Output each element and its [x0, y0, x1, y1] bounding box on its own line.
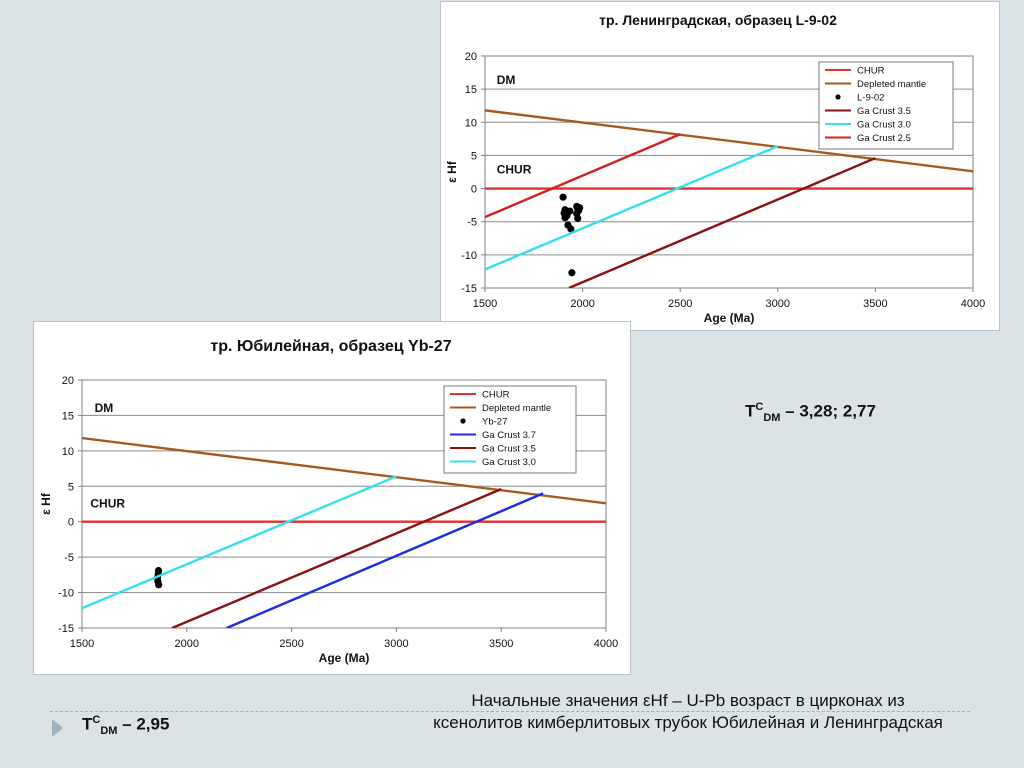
- caption-divider: [50, 711, 970, 712]
- series-line: [485, 133, 681, 219]
- y-tick-label: 15: [62, 410, 74, 422]
- legend-label: Ga Crust 3.5: [857, 106, 911, 117]
- x-tick-label: 2500: [279, 638, 303, 650]
- y-tick-label: 20: [465, 51, 477, 63]
- y-tick-label: 0: [68, 517, 74, 529]
- legend-label: Depleted mantle: [857, 79, 926, 90]
- y-tick-label: -5: [64, 552, 74, 564]
- chart-panel-yubileynaya: тр. Юбилейная, образец Yb-27 20 15 10 5 0 -5 -1…: [33, 321, 631, 675]
- tdm-prefix: T: [745, 401, 756, 421]
- series-line: [485, 109, 973, 173]
- chart-annotation: DM: [95, 401, 114, 415]
- y-tick-label: -10: [58, 588, 74, 600]
- chart-panel-leningradskaya: тр. Ленинградская, образец L-9-02 20 15 10 5…: [440, 1, 1000, 331]
- y-tick-label: 10: [62, 446, 74, 458]
- tdm-value: – 3,28; 2,77: [780, 401, 876, 421]
- y-tick-label: 10: [465, 117, 477, 129]
- y-axis-label: ε Hf: [445, 160, 459, 183]
- x-tick-label: 1500: [473, 298, 497, 310]
- chart-leningradskaya: тр. Ленинградская, образец L-9-02 20 15 10 5…: [445, 12, 985, 325]
- caption-line-1: Начальные значения εHf – U-Pb возраст в …: [471, 691, 905, 710]
- x-tick-label: 3000: [384, 638, 408, 650]
- legend-label: Depleted mantle: [482, 403, 551, 414]
- x-tick-label: 3000: [766, 298, 790, 310]
- legend-label: Ga Crust 3.5: [482, 444, 536, 455]
- x-tick-label: 4000: [961, 298, 985, 310]
- legend-label: L-9-02: [857, 93, 884, 104]
- chart-yubileynaya: тр. Юбилейная, образец Yb-27 20 15 10 5 0 -5 -1…: [39, 338, 618, 665]
- data-point: [568, 269, 576, 277]
- legend-label: CHUR: [482, 390, 510, 401]
- tdm-note-top: TCDM – 3,28; 2,77: [745, 401, 876, 424]
- chart-title: тр. Юбилейная, образец Yb-27: [210, 338, 451, 355]
- series-line: [226, 492, 544, 628]
- legend-label: Ga Crust 3.7: [482, 430, 536, 441]
- legend-box: [443, 385, 577, 474]
- figure-caption: Начальные значения εHf – U-Pb возраст в …: [380, 690, 996, 734]
- tdm-note-bottom: TCDM – 2,95: [82, 714, 169, 737]
- legend-label: CHUR: [857, 66, 885, 77]
- x-tick-label: 2000: [175, 638, 199, 650]
- chart-annotation: CHUR: [90, 497, 125, 511]
- tdm-sup: C: [755, 401, 764, 413]
- y-tick-label: -15: [58, 623, 74, 635]
- x-tick-label: 3500: [863, 298, 887, 310]
- legend-label: Ga Crust 3.0: [857, 120, 911, 131]
- x-tick-label: 2000: [570, 298, 594, 310]
- y-tick-label: 20: [62, 375, 74, 387]
- x-axis-label: Age (Ma): [319, 651, 370, 665]
- data-point: [155, 581, 163, 589]
- x-tick-label: 3500: [489, 638, 513, 650]
- x-axis-label: Age (Ma): [704, 311, 755, 325]
- y-tick-label: 15: [465, 84, 477, 96]
- data-point: [561, 214, 569, 222]
- tdm-prefix: T: [82, 714, 93, 734]
- data-point: [567, 225, 575, 233]
- data-point: [576, 204, 584, 212]
- tdm-value: – 2,95: [117, 714, 170, 734]
- series-line: [82, 436, 606, 505]
- x-tick-label: 2500: [668, 298, 692, 310]
- data-point: [562, 208, 570, 216]
- x-tick-label: 1500: [70, 638, 94, 650]
- legend-marker: [460, 418, 466, 424]
- triangle-bullet-icon: [52, 719, 63, 737]
- series-line: [171, 488, 502, 628]
- legend-label: Ga Crust 2.5: [857, 133, 911, 144]
- y-tick-label: 0: [471, 184, 477, 196]
- series-group: [485, 109, 973, 288]
- data-point: [574, 214, 582, 222]
- series-line: [568, 156, 876, 288]
- y-tick-label: 5: [68, 481, 74, 493]
- y-axis-label: ε Hf: [39, 492, 53, 515]
- tdm-sup: C: [92, 714, 101, 726]
- legend-label: Ga Crust 3.0: [482, 457, 536, 468]
- legend-box: [818, 61, 954, 150]
- series-line: [82, 475, 397, 610]
- caption-line-2: ксенолитов кимберлитовых трубок Юбилейна…: [433, 713, 943, 732]
- y-tick-label: -10: [461, 250, 477, 262]
- y-tick-label: -15: [461, 283, 477, 295]
- legend-marker: [835, 94, 841, 100]
- legend-label: Yb-27: [482, 417, 507, 428]
- series-line: [485, 145, 779, 271]
- chart-annotation: CHUR: [497, 162, 532, 176]
- y-tick-label: 5: [471, 150, 477, 162]
- y-tick-label: -5: [467, 217, 477, 229]
- chart-annotation: DM: [497, 73, 516, 87]
- chart-title: тр. Ленинградская, образец L-9-02: [599, 12, 837, 28]
- data-point: [559, 193, 567, 201]
- tdm-sub: DM: [100, 725, 118, 738]
- x-tick-label: 4000: [594, 638, 618, 650]
- tdm-sub: DM: [763, 412, 781, 425]
- series-group: [82, 436, 606, 628]
